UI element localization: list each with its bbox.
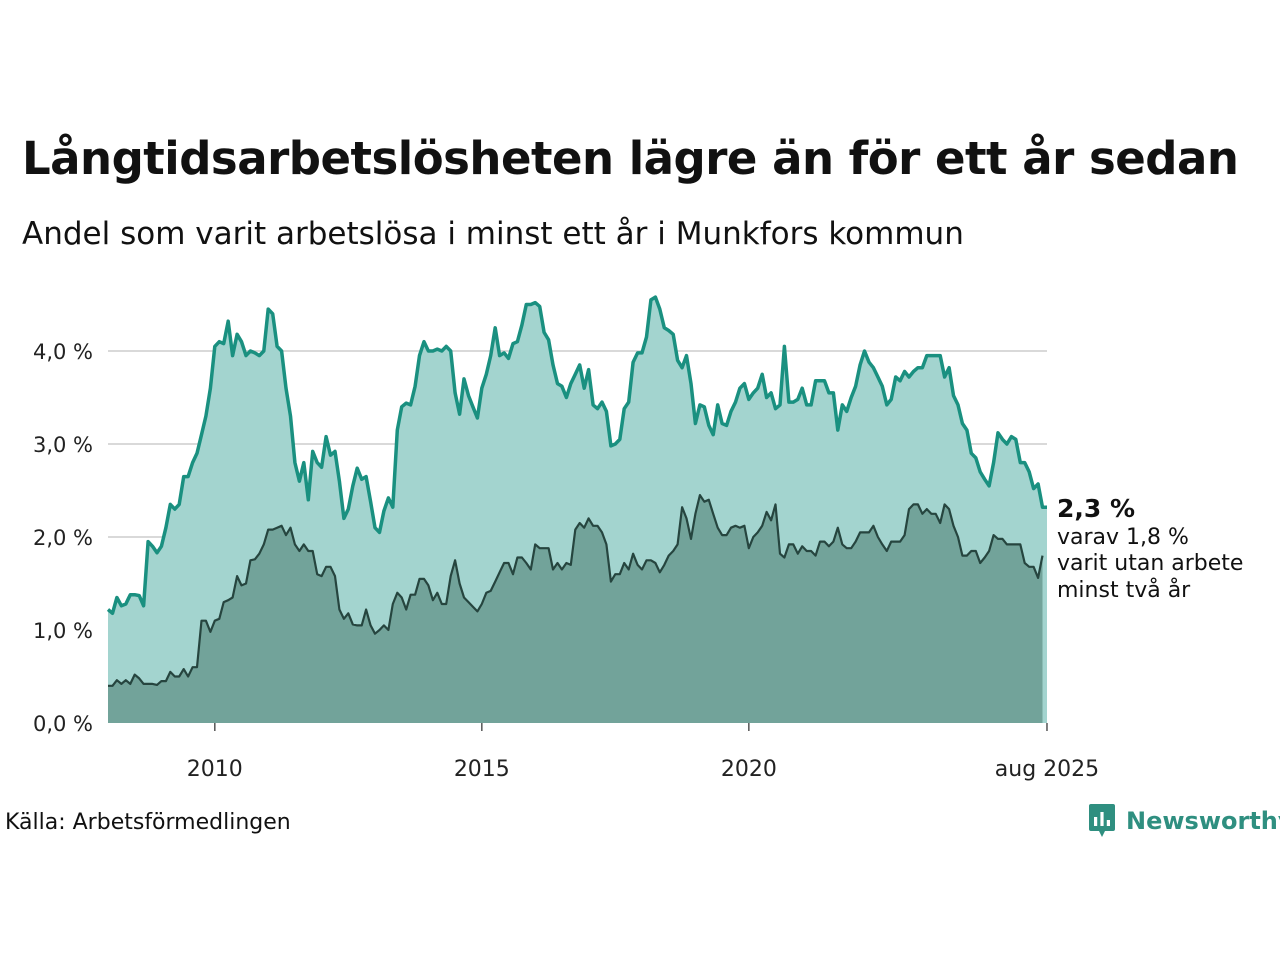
x-tick-label: aug 2025 [995,757,1099,782]
y-tick-label: 1,0 % [33,619,93,643]
annotation-line-3: minst två år [1057,577,1191,603]
y-tick-label: 4,0 % [33,340,93,364]
annotation-value: 2,3 % [1057,494,1135,523]
annotation-line-2: varit utan arbete [1057,551,1243,576]
newsworthy-logo-icon [1089,804,1115,837]
chart-areas [106,295,1047,723]
x-tick-label: 2015 [454,757,510,782]
brand-logo: Newsworthy [1088,803,1280,839]
y-tick-label: 0,0 % [33,712,93,736]
y-tick-label: 2,0 % [33,526,93,550]
annotation-line-1: varav 1,8 % [1057,525,1189,550]
x-tick-label: 2020 [721,757,777,782]
brand-name: Newsworthy [1126,807,1280,835]
area-chart: 0,0 % 1,0 % 2,0 % 3,0 % 4,0 % 2010 2015 2020 aug… [33,295,1243,782]
y-tick-label: 3,0 % [33,433,93,457]
chart-subtitle: Andel som varit arbetslösa i minst ett å… [22,216,964,252]
axes: 0,0 % 1,0 % 2,0 % 3,0 % 4,0 % 2010 2015 2020 aug… [33,340,1099,782]
line-upper-series [106,295,1047,616]
line-lower-series [108,494,1044,687]
source-note: Källa: Arbetsförmedlingen [5,810,291,835]
chart-title: Långtidsarbetslösheten lägre än för ett … [22,132,1239,185]
x-tick-label: 2010 [187,757,243,782]
